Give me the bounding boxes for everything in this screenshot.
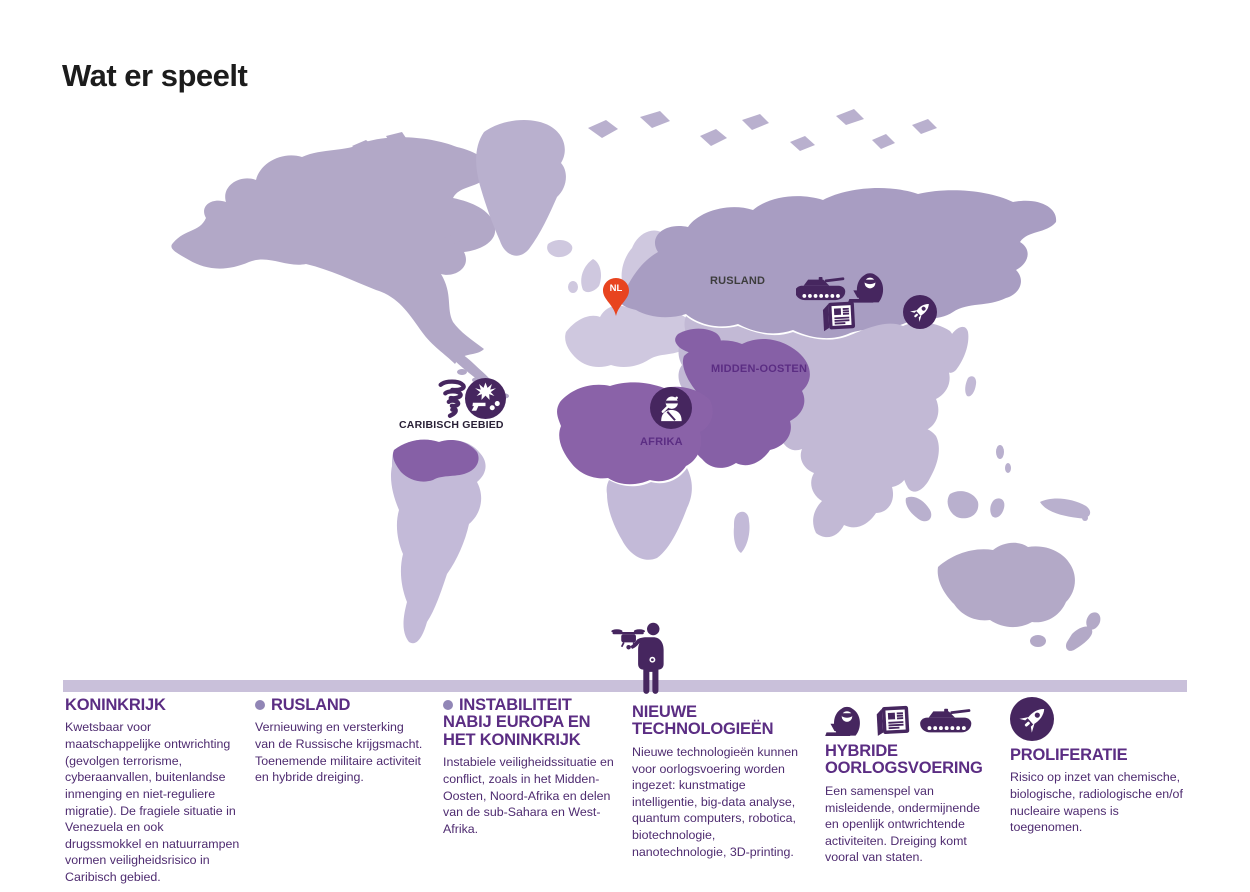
armed-fighter-icon xyxy=(650,387,692,429)
page-title: Wat er speelt xyxy=(62,58,248,93)
hybride-icons xyxy=(825,697,997,737)
section-rusland: RUSLAND Vernieuwing en versterking van d… xyxy=(255,696,427,786)
nl-location-pin: NL xyxy=(603,278,629,316)
rocket-icon xyxy=(1010,697,1054,741)
hacker-icon xyxy=(848,270,888,304)
section-heading: HYBRIDE OORLOGSVOERING xyxy=(825,742,983,778)
section-body: Instabiele veiligheidssituatie en confli… xyxy=(443,755,614,836)
section-heading: KONINKRIJK xyxy=(65,696,166,714)
section-body: Risico op inzet van chemische, biologisc… xyxy=(1010,770,1183,835)
tornado-icon xyxy=(436,377,467,419)
drone-operator-icon xyxy=(610,620,674,696)
section-heading: INSTABILITEIT NABIJ EUROPA EN HET KONINK… xyxy=(443,696,591,749)
section-nieuwe-technologieen: NIEUWE TECHNOLOGIEËN Nieuwe technologieë… xyxy=(632,697,810,860)
map-label-caribisch-gebied: CARIBISCH GEBIED xyxy=(399,419,504,431)
section-body: Vernieuwing en versterking van de Russis… xyxy=(255,720,423,785)
nl-pin-label: NL xyxy=(609,283,623,294)
section-heading: NIEUWE TECHNOLOGIEËN xyxy=(632,703,774,739)
section-instabiliteit: INSTABILITEIT NABIJ EUROPA EN HET KONINK… xyxy=(443,696,615,838)
tank-icon xyxy=(920,706,973,737)
map-label-midden-oosten: MIDDEN-OOSTEN xyxy=(711,363,808,375)
section-proliferatie: PROLIFERATIE Risico op inzet van chemisc… xyxy=(1010,697,1185,836)
section-body: Nieuwe technologieën kunnen voor oorlogs… xyxy=(632,744,799,859)
map-pin-icon xyxy=(603,278,629,316)
divider-bar xyxy=(63,680,1187,692)
newspaper-icon xyxy=(820,300,857,332)
rocket-icon xyxy=(903,295,937,329)
world-map xyxy=(171,109,1101,651)
map-label-rusland: RUSLAND xyxy=(710,275,766,287)
map-label-afrika: AFRIKA xyxy=(640,436,683,448)
bullet-icon xyxy=(255,700,265,710)
drugs-weapons-icon xyxy=(465,378,506,419)
bullet-icon xyxy=(443,700,453,710)
section-body: Kwetsbaar voor maatschappelijke ontwrich… xyxy=(65,720,240,884)
section-koninkrijk: KONINKRIJK Kwetsbaar voor maatschappelij… xyxy=(65,696,243,886)
section-hybride-oorlogsvoering: HYBRIDE OORLOGSVOERING Een samenspel van… xyxy=(825,697,997,866)
newspaper-icon xyxy=(874,704,911,737)
hacker-icon xyxy=(825,704,865,737)
section-heading: PROLIFERATIE xyxy=(1010,746,1128,764)
section-heading: RUSLAND xyxy=(255,696,427,714)
section-body: Een samenspel van misleidende, ondermijn… xyxy=(825,783,980,865)
